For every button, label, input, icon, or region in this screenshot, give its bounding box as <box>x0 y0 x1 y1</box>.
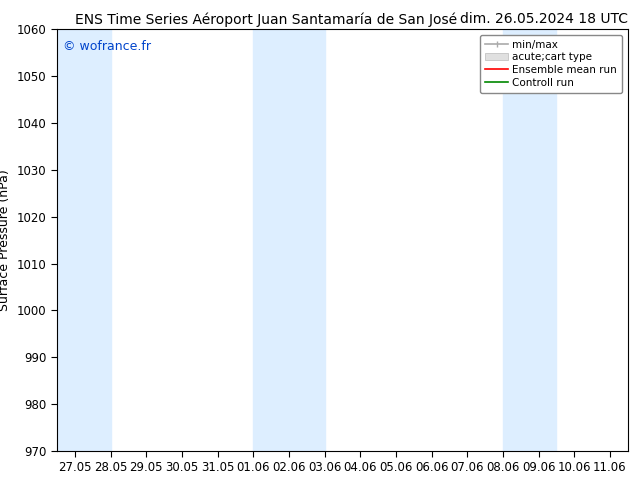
Text: ENS Time Series Aéroport Juan Santamaría de San José: ENS Time Series Aéroport Juan Santamaría… <box>75 12 457 27</box>
Y-axis label: Surface Pressure (hPa): Surface Pressure (hPa) <box>0 169 11 311</box>
Text: © wofrance.fr: © wofrance.fr <box>63 40 151 53</box>
Bar <box>503 29 557 451</box>
Text: dim. 26.05.2024 18 UTC: dim. 26.05.2024 18 UTC <box>460 12 628 26</box>
Bar <box>57 29 110 451</box>
Bar <box>253 29 325 451</box>
Legend: min/max, acute;cart type, Ensemble mean run, Controll run: min/max, acute;cart type, Ensemble mean … <box>480 35 623 93</box>
